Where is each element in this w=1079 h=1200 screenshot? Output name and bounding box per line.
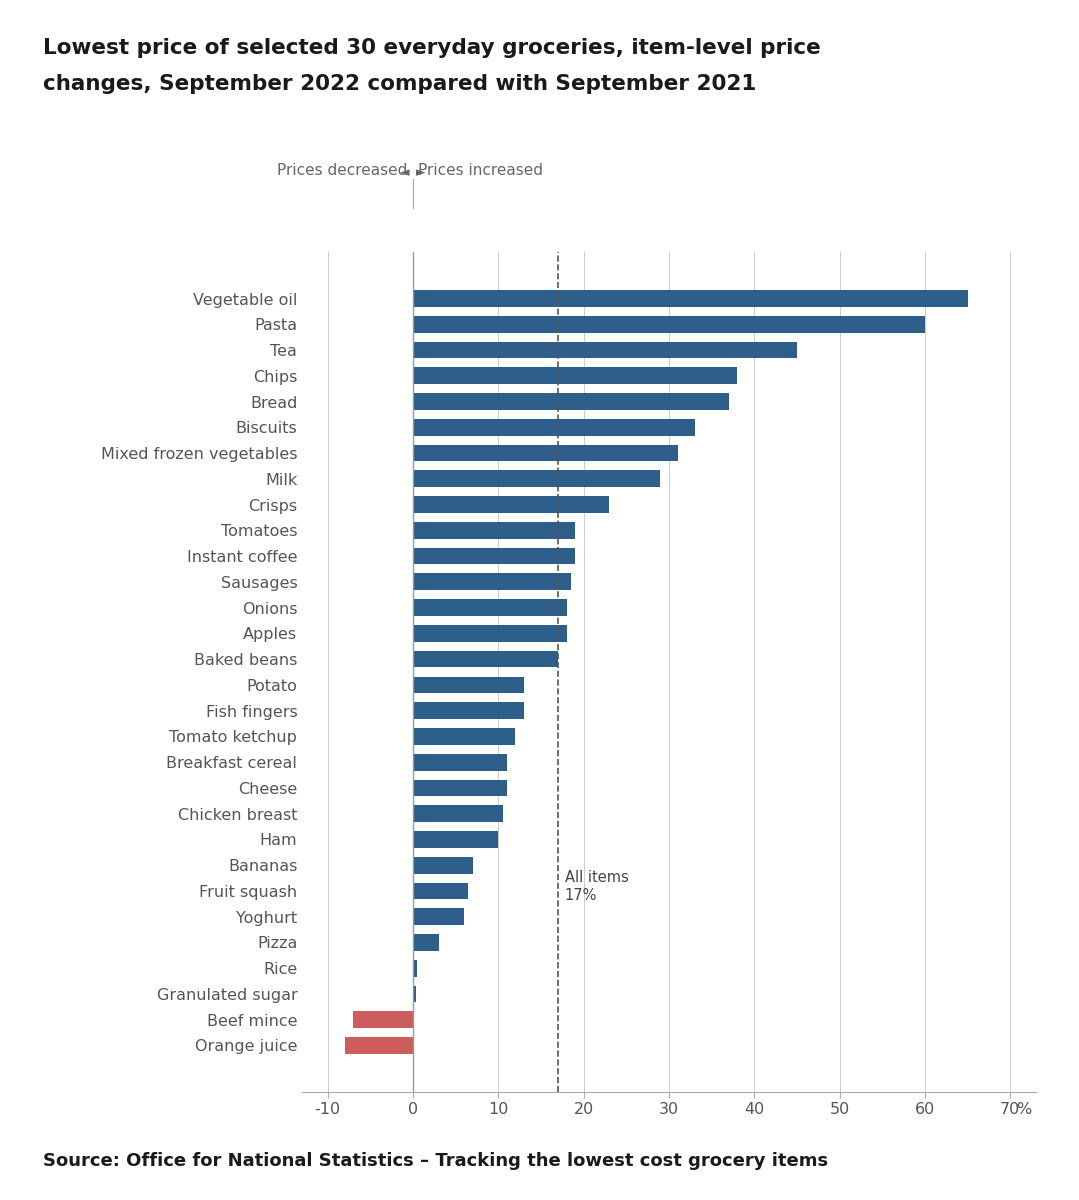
Bar xyxy=(413,316,925,332)
Text: Lowest price of selected 30 everyday groceries, item-level price: Lowest price of selected 30 everyday gro… xyxy=(43,38,821,59)
Bar xyxy=(413,677,524,694)
Bar xyxy=(353,1012,413,1028)
Bar xyxy=(413,599,566,616)
Bar xyxy=(413,702,524,719)
Text: %: % xyxy=(1016,1102,1032,1117)
Bar xyxy=(413,934,439,950)
Bar xyxy=(413,985,415,1002)
Bar xyxy=(413,780,507,797)
Text: Source: Office for National Statistics – Tracking the lowest cost grocery items: Source: Office for National Statistics –… xyxy=(43,1152,829,1170)
Bar xyxy=(413,625,566,642)
Bar xyxy=(413,832,498,847)
Bar xyxy=(413,547,575,564)
Bar xyxy=(413,497,610,512)
Text: changes, September 2022 compared with September 2021: changes, September 2022 compared with Se… xyxy=(43,74,756,95)
Text: ►: ► xyxy=(416,166,426,179)
Bar xyxy=(413,522,575,539)
Bar xyxy=(413,367,737,384)
Bar xyxy=(413,857,473,874)
Bar xyxy=(413,290,968,307)
Text: Prices decreased: Prices decreased xyxy=(277,162,408,178)
Bar xyxy=(413,419,695,436)
Bar xyxy=(413,470,660,487)
Bar xyxy=(413,394,728,410)
Bar xyxy=(413,728,516,745)
Text: All items
17%: All items 17% xyxy=(565,870,629,902)
Text: Prices increased: Prices increased xyxy=(419,162,544,178)
Bar xyxy=(413,882,468,899)
Bar xyxy=(413,342,797,359)
Bar xyxy=(413,574,571,590)
Text: ◄: ◄ xyxy=(400,166,410,179)
Bar xyxy=(413,908,464,925)
Bar xyxy=(413,754,507,770)
Bar xyxy=(413,650,558,667)
Bar xyxy=(345,1037,413,1054)
Bar xyxy=(413,805,503,822)
Bar xyxy=(413,445,678,462)
Bar xyxy=(413,960,418,977)
